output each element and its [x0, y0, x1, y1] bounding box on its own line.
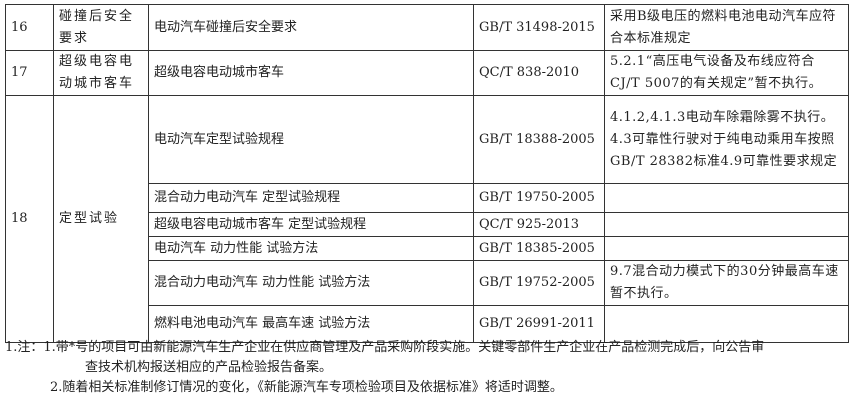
remark [604, 305, 849, 343]
notes: 1.注：1.带*号的项目可由新能源汽车生产企业在供应商管理及产品采购阶段实施。关… [5, 338, 850, 398]
standard-name: 混合动力电动汽车 定型试验规程 [148, 183, 474, 213]
table-row: 混合动力电动汽车 定型试验规程 GB/T 19750-2005 [6, 183, 849, 213]
standard-name: 超级电容电动城市客车 [148, 50, 474, 96]
standard-name: 电动汽车定型试验规程 [148, 95, 474, 184]
standard-code: QC/T 838-2010 [473, 50, 605, 96]
standard-code: GB/T 31498-2015 [473, 4, 605, 51]
item-cell: 定型试验 [53, 95, 149, 343]
table-row: 超级电容电动城市客车 定型试验规程 QC/T 925-2013 [6, 212, 849, 237]
remark: 9.7混合动力模式下的30分钟最高车速暂不执行。 [604, 260, 849, 306]
table-row: 16 碰撞后安全要求 电动汽车碰撞后安全要求 GB/T 31498-2015 采… [5, 4, 849, 51]
row-number: 18 [5, 95, 54, 343]
note-line: 1.注：1.带*号的项目可由新能源汽车生产企业在供应商管理及产品采购阶段实施。关… [5, 340, 765, 355]
item-cell: 碰撞后安全要求 [53, 4, 149, 51]
table-row: 17 超级电容电动城市客车 超级电容电动城市客车 QC/T 838-2010 5… [5, 50, 849, 96]
standard-name: 超级电容电动城市客车 定型试验规程 [148, 212, 474, 237]
standard-code: GB/T 19752-2005 [473, 260, 605, 306]
standard-code: QC/T 925-2013 [473, 212, 605, 237]
remark: 采用B级电压的燃料电池电动汽车应符合本标准规定 [604, 4, 849, 51]
remark: 4.1.2,4.1.3电动车除霜除雾不执行。4.3可靠性行驶对于纯电动乘用车按照… [604, 95, 849, 184]
table-row: 燃料电池电动汽车 最高车速 试验方法 GB/T 26991-2011 [6, 305, 849, 343]
item-cell: 超级电容电动城市客车 [53, 50, 149, 96]
table-row: 电动汽车 动力性能 试验方法 GB/T 18385-2005 [6, 236, 849, 261]
row-number: 16 [5, 4, 54, 51]
standard-code: GB/T 18385-2005 [473, 236, 605, 261]
remark [604, 183, 849, 213]
row-number: 17 [5, 50, 54, 96]
note-line: 2.随着相关标准制修订情况的变化，《新能源汽车专项检验项目及依据标准》将适时调整… [50, 380, 563, 395]
standard-code: GB/T 19750-2005 [473, 183, 605, 213]
note-line: 查技术机构报送相应的产品检验报告备案。 [85, 360, 333, 375]
standard-code: GB/T 18388-2005 [473, 95, 605, 184]
standard-name: 电动汽车 动力性能 试验方法 [148, 236, 474, 261]
standards-table: 16 碰撞后安全要求 电动汽车碰撞后安全要求 GB/T 31498-2015 采… [5, 4, 849, 343]
table-row: 混合动力电动汽车 动力性能 试验方法 GB/T 19752-2005 9.7混合… [6, 260, 849, 306]
table-row: 18 定型试验 电动汽车定型试验规程 GB/T 18388-2005 4.1.2… [5, 95, 849, 343]
standard-code: GB/T 26991-2011 [473, 305, 605, 343]
remark [604, 212, 849, 237]
standard-name: 混合动力电动汽车 动力性能 试验方法 [148, 260, 474, 306]
remark: 5.2.1“高压电气设备及布线应符合CJ/T 5007的有关规定”暂不执行。 [604, 50, 849, 96]
remark [604, 236, 849, 261]
standard-name: 燃料电池电动汽车 最高车速 试验方法 [148, 305, 474, 343]
standard-name: 电动汽车碰撞后安全要求 [148, 4, 474, 51]
